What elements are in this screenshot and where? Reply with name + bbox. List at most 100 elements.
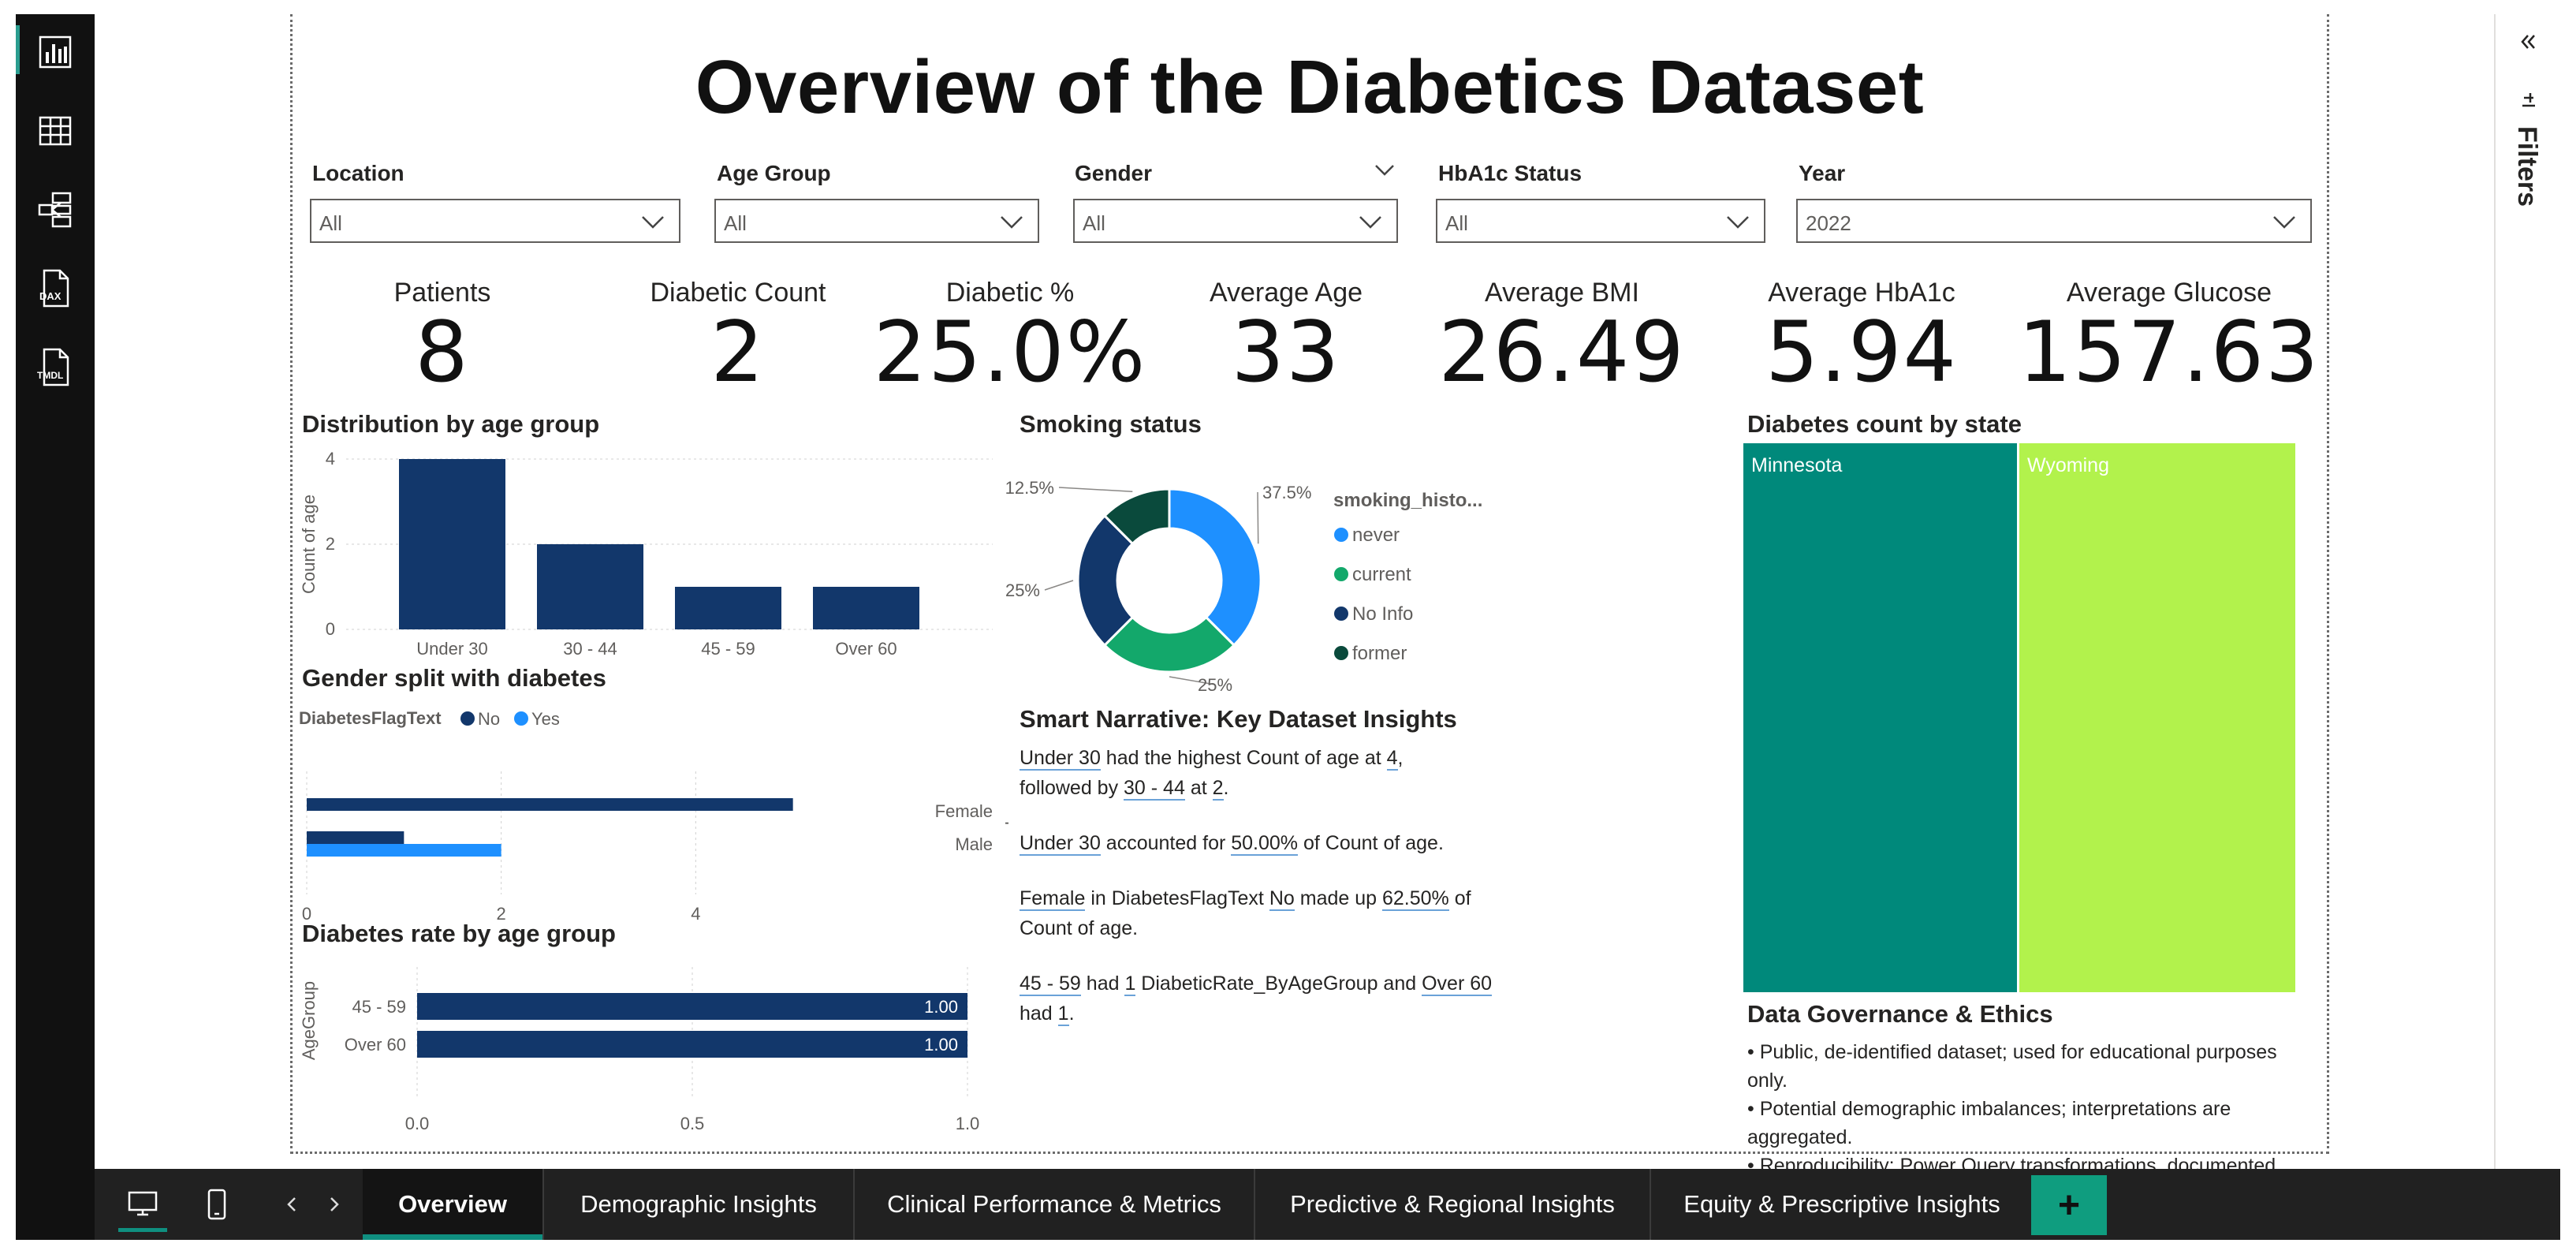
data-label: 25%	[1198, 675, 1232, 695]
slicer-hba1c-dropdown[interactable]: All	[1436, 199, 1765, 243]
y-tick-label: 2	[326, 534, 335, 554]
narrative-value: 30 - 44	[1124, 777, 1185, 801]
state-title: Diabetes count by state	[1747, 410, 2022, 438]
donut-slice[interactable]	[1102, 487, 1171, 546]
gender-split-title: Gender split with diabetes	[302, 664, 606, 692]
active-view-indicator	[16, 25, 20, 74]
page-tab-bar: Overview Demographic Insights Clinical P…	[95, 1169, 2560, 1240]
slicer-year-dropdown[interactable]: 2022	[1796, 199, 2312, 243]
treemap-tile[interactable]	[2019, 443, 2295, 992]
kpi-card-average-bmi[interactable]: Average BMI 26.49	[1404, 278, 1720, 396]
smart-narrative: Under 30 had the highest Count of age at…	[1020, 743, 1540, 1028]
page-title: Overview of the Diabetics Dataset	[695, 45, 1925, 129]
legend-label[interactable]: never	[1352, 524, 1400, 546]
narrative-text: of Count of age.	[1298, 832, 1444, 854]
bar[interactable]	[307, 844, 501, 857]
slicer-location-value: All	[319, 211, 342, 235]
tab-demographic-insights[interactable]: Demographic Insights	[544, 1169, 855, 1240]
narrative-text: Count of age.	[1020, 917, 1139, 939]
slicer-location-dropdown[interactable]: All	[310, 199, 680, 243]
bar[interactable]	[417, 993, 967, 1020]
data-label: 1.00	[924, 1035, 958, 1055]
bar[interactable]	[307, 798, 793, 811]
narrative-value: Under 30	[1020, 832, 1101, 856]
bar[interactable]	[417, 1031, 967, 1058]
mobile-layout-button[interactable]	[189, 1169, 244, 1240]
legend-label[interactable]: current	[1352, 564, 1411, 585]
y-tick-label: 4	[326, 449, 335, 468]
rate-by-age-chart[interactable]: AgeGroup 0.0 0.5 1.0 45 - 59 1.00 Over 60 1.00	[299, 957, 1008, 1155]
kpi-value: 25.0%	[873, 304, 1147, 401]
governance-title: Data Governance & Ethics	[1747, 1000, 2053, 1028]
chevron-left-icon	[287, 1197, 296, 1211]
x-tick-label: 4	[691, 904, 700, 924]
treemap-tile[interactable]	[1743, 443, 2017, 992]
previous-page-button[interactable]	[278, 1169, 306, 1240]
slicer-year-label: Year	[1799, 161, 1846, 185]
slicer-gender-dropdown[interactable]: All	[1073, 199, 1398, 243]
tab-predictive-regional-insights[interactable]: Predictive & Regional Insights	[1255, 1169, 1651, 1240]
narrative-paragraph-3: Female in DiabetesFlagText No made up 62…	[1020, 883, 1540, 943]
filters-pane-label[interactable]: Filters	[2512, 126, 2542, 207]
tile-label: Wyoming	[2027, 454, 2109, 476]
donut-slice[interactable]	[1076, 513, 1135, 648]
tab-overview[interactable]: Overview	[363, 1169, 544, 1240]
bar[interactable]	[399, 459, 505, 629]
data-label: 37.5%	[1262, 483, 1311, 502]
kpi-label: Average Glucose	[2066, 278, 2272, 308]
tab-equity-prescriptive-insights[interactable]: Equity & Prescriptive Insights	[1683, 1190, 2000, 1218]
rate-by-age-title: Diabetes rate by age group	[302, 920, 616, 947]
narrative-value: 1	[1057, 1002, 1069, 1026]
data-label: 1.00	[924, 997, 958, 1017]
add-page-button[interactable]: +	[2031, 1175, 2107, 1235]
app-window: DAX TMDL Overview of the Diabetics Datas…	[16, 14, 2560, 1240]
x-tick-label: 45 - 59	[701, 639, 755, 659]
narrative-text: had	[1080, 972, 1125, 995]
narrative-value: 4	[1386, 747, 1398, 771]
chevron-down-icon[interactable]	[1371, 159, 1398, 181]
report-view-icon[interactable]	[16, 21, 95, 84]
next-page-button[interactable]	[320, 1169, 349, 1240]
tmdl-view-icon[interactable]: TMDL	[16, 336, 95, 399]
desktop-layout-button[interactable]	[107, 1169, 178, 1240]
tab-clinical-performance-metrics[interactable]: Clinical Performance & Metrics	[855, 1169, 1255, 1240]
model-view-icon[interactable]	[16, 178, 95, 241]
governance-item: • Potential demographic imbalances; inte…	[1747, 1098, 2231, 1148]
bar[interactable]	[537, 544, 643, 629]
gender-split-chart[interactable]: DiabetesFlagText No Yes 0 2 4 Female Male gender	[299, 700, 1008, 929]
kpi-card-average-age[interactable]: Average Age 33	[1168, 278, 1404, 396]
x-tick-label: 1.0	[956, 1114, 980, 1133]
kpi-value: 8	[415, 304, 470, 401]
kpi-card-diabetic-count[interactable]: Diabetic Count 2	[604, 278, 872, 396]
x-tick-label: 0.5	[680, 1114, 705, 1133]
narrative-value: 50.00%	[1231, 832, 1299, 856]
kpi-card-diabetic-percent[interactable]: Diabetic % 25.0%	[860, 278, 1160, 396]
legend-title: smoking_histo...	[1333, 490, 1482, 511]
narrative-text: at	[1184, 777, 1213, 799]
report-page: Overview of the Diabetics Dataset Locati…	[290, 14, 2329, 1205]
chevron-down-icon	[1001, 216, 1023, 229]
kpi-value: 157.63	[2018, 304, 2321, 401]
kpi-card-average-hba1c[interactable]: Average HbA1c 5.94	[1712, 278, 2011, 396]
age-distribution-chart[interactable]: Count of age 0 2 4 Under 30 30 - 44 45 - 59 Ove…	[299, 448, 1008, 669]
narrative-text: had	[1020, 1002, 1058, 1025]
leader-line	[1044, 580, 1074, 591]
narrative-text: accounted for	[1100, 832, 1232, 854]
smoking-donut-chart[interactable]: 37.5% 25% 25% 12.5% smoking_histo...never cur…	[1002, 446, 1507, 707]
data-label: 12.5%	[1005, 478, 1054, 498]
slicer-gender-value: All	[1083, 211, 1105, 235]
donut-slice[interactable]	[1102, 615, 1236, 674]
table-view-icon[interactable]	[16, 99, 95, 162]
legend-label[interactable]: former	[1352, 643, 1407, 664]
legend-label[interactable]: No Info	[1352, 603, 1413, 625]
bar[interactable]	[813, 587, 919, 629]
slicer-age-group-dropdown[interactable]: All	[714, 199, 1039, 243]
kpi-card-patients[interactable]: Patients 8	[348, 278, 537, 396]
bar[interactable]	[307, 831, 404, 844]
dax-query-view-icon[interactable]: DAX	[16, 257, 95, 320]
kpi-card-average-glucose[interactable]: Average Glucose 157.63	[2011, 278, 2327, 396]
donut-slice[interactable]	[1168, 487, 1262, 648]
state-treemap-chart[interactable]: Minnesota Wyoming	[1743, 443, 2295, 995]
bar[interactable]	[675, 587, 781, 629]
collapse-filters-icon[interactable]	[2518, 32, 2538, 52]
